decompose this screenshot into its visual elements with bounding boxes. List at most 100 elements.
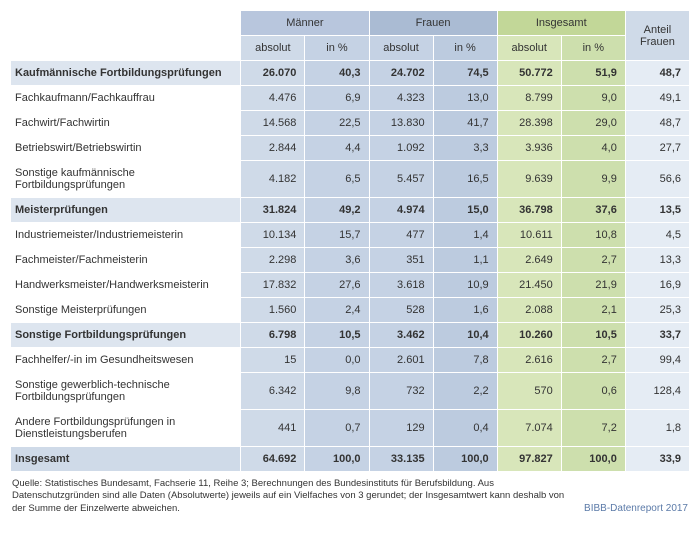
cell-f-pct: 100,0 (433, 447, 497, 472)
cell-m-pct: 4,4 (305, 136, 369, 161)
cell-m-pct: 49,2 (305, 198, 369, 223)
row-label: Andere Fortbildungsprüfungen in Dienstle… (11, 410, 241, 447)
cell-t-abs: 3.936 (497, 136, 561, 161)
cell-t-abs: 570 (497, 373, 561, 410)
table-row: Fachkaufmann/Fachkauffrau4.4766,94.32313… (11, 86, 690, 111)
row-label: Sonstige Meisterprüfungen (11, 298, 241, 323)
cell-anteil-frauen: 1,8 (625, 410, 689, 447)
cell-t-pct: 2,7 (561, 248, 625, 273)
cell-anteil-frauen: 99,4 (625, 348, 689, 373)
cell-f-pct: 15,0 (433, 198, 497, 223)
table-container: Männer Frauen Insgesamt Anteil Frauen ab… (10, 10, 690, 517)
cell-m-pct: 9,8 (305, 373, 369, 410)
header-t-pct: in % (561, 36, 625, 61)
table-row: Meisterprüfungen31.82449,24.97415,036.79… (11, 198, 690, 223)
cell-m-pct: 0,7 (305, 410, 369, 447)
cell-t-abs: 8.799 (497, 86, 561, 111)
cell-f-abs: 4.974 (369, 198, 433, 223)
row-label: Fachhelfer/-in im Gesundheitswesen (11, 348, 241, 373)
cell-m-pct: 27,6 (305, 273, 369, 298)
row-label: Sonstige Fortbildungsprüfungen (11, 323, 241, 348)
cell-anteil-frauen: 25,3 (625, 298, 689, 323)
cell-f-abs: 129 (369, 410, 433, 447)
cell-f-pct: 10,4 (433, 323, 497, 348)
row-label: Sonstige kaufmännische Fortbildungsprüfu… (11, 161, 241, 198)
cell-f-pct: 2,2 (433, 373, 497, 410)
cell-anteil-frauen: 16,9 (625, 273, 689, 298)
table-row: Kaufmännische Fortbildungsprüfungen26.07… (11, 61, 690, 86)
table-row: Handwerksmeister/Handwerksmeisterin17.83… (11, 273, 690, 298)
cell-m-pct: 40,3 (305, 61, 369, 86)
cell-anteil-frauen: 13,5 (625, 198, 689, 223)
cell-t-pct: 0,6 (561, 373, 625, 410)
cell-m-pct: 100,0 (305, 447, 369, 472)
table-row: Fachwirt/Fachwirtin14.56822,513.83041,72… (11, 111, 690, 136)
cell-f-abs: 4.323 (369, 86, 433, 111)
table-row: Industriemeister/Industriemeisterin10.13… (11, 223, 690, 248)
cell-f-pct: 10,9 (433, 273, 497, 298)
table-row: Betriebswirt/Betriebswirtin2.8444,41.092… (11, 136, 690, 161)
cell-t-pct: 51,9 (561, 61, 625, 86)
row-label: Industriemeister/Industriemeisterin (11, 223, 241, 248)
cell-m-abs: 2.298 (241, 248, 305, 273)
cell-f-abs: 3.462 (369, 323, 433, 348)
row-label: Insgesamt (11, 447, 241, 472)
header-blank (11, 11, 241, 61)
cell-m-abs: 4.476 (241, 86, 305, 111)
cell-m-abs: 6.342 (241, 373, 305, 410)
cell-m-abs: 4.182 (241, 161, 305, 198)
cell-t-abs: 9.639 (497, 161, 561, 198)
cell-m-pct: 6,5 (305, 161, 369, 198)
cell-m-pct: 2,4 (305, 298, 369, 323)
cell-f-abs: 1.092 (369, 136, 433, 161)
cell-anteil-frauen: 48,7 (625, 61, 689, 86)
cell-f-abs: 528 (369, 298, 433, 323)
data-table: Männer Frauen Insgesamt Anteil Frauen ab… (10, 10, 690, 472)
cell-t-pct: 29,0 (561, 111, 625, 136)
cell-m-abs: 10.134 (241, 223, 305, 248)
row-label: Sonstige gewerblich-technische Fortbildu… (11, 373, 241, 410)
table-row: Fachhelfer/-in im Gesundheitswesen150,02… (11, 348, 690, 373)
cell-m-abs: 2.844 (241, 136, 305, 161)
table-row: Sonstige Fortbildungsprüfungen6.79810,53… (11, 323, 690, 348)
cell-m-pct: 3,6 (305, 248, 369, 273)
cell-f-pct: 13,0 (433, 86, 497, 111)
cell-anteil-frauen: 56,6 (625, 161, 689, 198)
cell-m-abs: 17.832 (241, 273, 305, 298)
cell-t-abs: 50.772 (497, 61, 561, 86)
cell-f-pct: 0,4 (433, 410, 497, 447)
cell-m-pct: 22,5 (305, 111, 369, 136)
table-row: Insgesamt64.692100,033.135100,097.827100… (11, 447, 690, 472)
cell-f-abs: 24.702 (369, 61, 433, 86)
table-row: Sonstige gewerblich-technische Fortbildu… (11, 373, 690, 410)
cell-t-abs: 10.260 (497, 323, 561, 348)
cell-t-pct: 100,0 (561, 447, 625, 472)
header-f-pct: in % (433, 36, 497, 61)
cell-m-abs: 31.824 (241, 198, 305, 223)
cell-m-abs: 6.798 (241, 323, 305, 348)
cell-t-abs: 97.827 (497, 447, 561, 472)
cell-t-abs: 2.649 (497, 248, 561, 273)
header-frauen: Frauen (369, 11, 497, 36)
cell-f-abs: 5.457 (369, 161, 433, 198)
cell-m-abs: 1.560 (241, 298, 305, 323)
cell-f-abs: 351 (369, 248, 433, 273)
footnote-row: Quelle: Statistisches Bundesamt, Fachser… (10, 472, 690, 517)
cell-m-abs: 14.568 (241, 111, 305, 136)
table-row: Andere Fortbildungsprüfungen in Dienstle… (11, 410, 690, 447)
cell-anteil-frauen: 128,4 (625, 373, 689, 410)
cell-anteil-frauen: 4,5 (625, 223, 689, 248)
header-m-pct: in % (305, 36, 369, 61)
cell-anteil-frauen: 13,3 (625, 248, 689, 273)
row-label: Fachmeister/Fachmeisterin (11, 248, 241, 273)
cell-anteil-frauen: 27,7 (625, 136, 689, 161)
cell-t-abs: 21.450 (497, 273, 561, 298)
cell-f-pct: 1,1 (433, 248, 497, 273)
cell-f-abs: 3.618 (369, 273, 433, 298)
header-f-abs: absolut (369, 36, 433, 61)
table-body: Kaufmännische Fortbildungsprüfungen26.07… (11, 61, 690, 472)
cell-f-abs: 477 (369, 223, 433, 248)
row-label: Betriebswirt/Betriebswirtin (11, 136, 241, 161)
cell-t-pct: 4,0 (561, 136, 625, 161)
cell-t-pct: 9,0 (561, 86, 625, 111)
